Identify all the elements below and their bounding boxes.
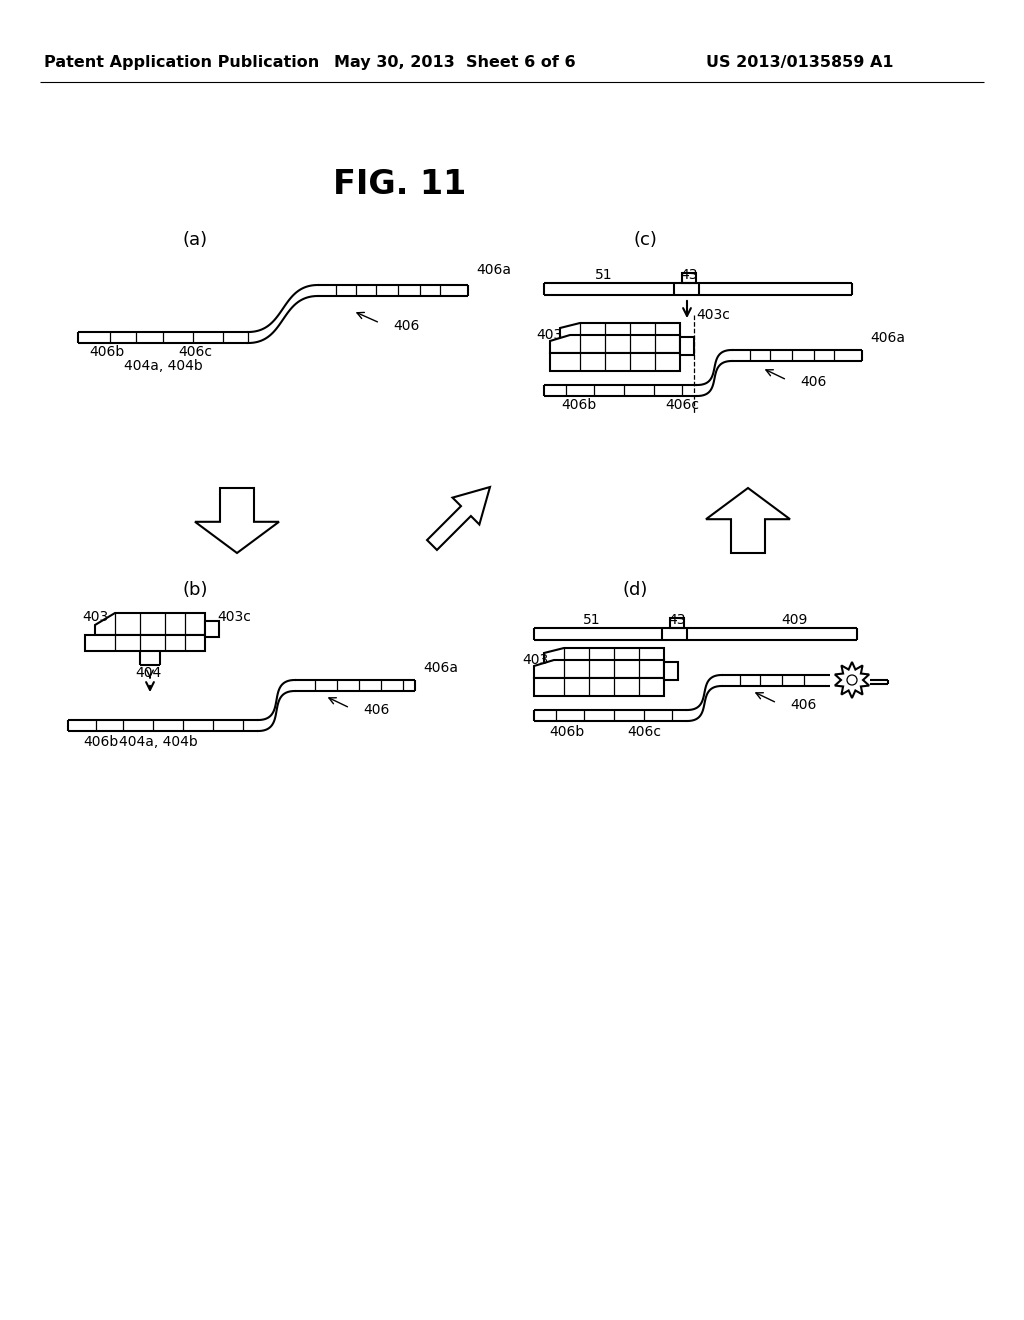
Bar [682,273,696,282]
Text: US 2013/0135859 A1: US 2013/0135859 A1 [707,54,894,70]
Bar [670,618,684,628]
Text: 406c: 406c [627,725,662,739]
Text: Patent Application Publication: Patent Application Publication [44,54,319,70]
Text: 406: 406 [362,704,389,717]
Text: 406c: 406c [665,399,699,412]
Text: (a): (a) [182,231,208,249]
Polygon shape [550,335,680,352]
Polygon shape [534,678,664,696]
Text: 51: 51 [595,268,612,282]
Text: 403: 403 [82,610,109,624]
Text: 406b: 406b [83,735,118,748]
Text: (c): (c) [633,231,657,249]
Text: 406b: 406b [549,725,585,739]
Polygon shape [534,660,664,678]
Text: 43: 43 [680,268,697,282]
Text: 406: 406 [790,698,816,711]
Text: (b): (b) [182,581,208,599]
Text: 404: 404 [135,667,161,680]
Text: FIG. 11: FIG. 11 [334,169,467,202]
Text: 406a: 406a [423,661,458,675]
Text: 406b: 406b [89,345,125,359]
Polygon shape [195,488,279,553]
Text: 406a: 406a [476,263,511,277]
Polygon shape [835,663,869,698]
Polygon shape [544,648,664,667]
Polygon shape [95,612,205,635]
Text: 406: 406 [800,375,826,389]
Polygon shape [85,635,205,651]
Text: 403: 403 [536,327,562,342]
Polygon shape [560,323,680,341]
Bar [680,337,694,355]
Polygon shape [427,487,489,550]
Text: 404a, 404b: 404a, 404b [124,359,203,374]
Text: 404a, 404b: 404a, 404b [119,735,198,748]
Text: 43: 43 [669,612,686,627]
Polygon shape [706,488,790,553]
Text: 51: 51 [584,612,601,627]
Text: 406b: 406b [561,399,597,412]
Text: May 30, 2013  Sheet 6 of 6: May 30, 2013 Sheet 6 of 6 [334,54,575,70]
Text: 403: 403 [522,653,548,667]
Bar [205,620,219,638]
Polygon shape [550,352,680,371]
Text: 406c: 406c [178,345,212,359]
Text: 406: 406 [393,319,420,333]
Text: 406a: 406a [870,331,905,345]
Text: 409: 409 [781,612,807,627]
Circle shape [847,675,857,685]
Text: (d): (d) [623,581,648,599]
Bar [664,663,678,680]
Text: 403c: 403c [696,308,730,322]
Text: 403c: 403c [217,610,251,624]
